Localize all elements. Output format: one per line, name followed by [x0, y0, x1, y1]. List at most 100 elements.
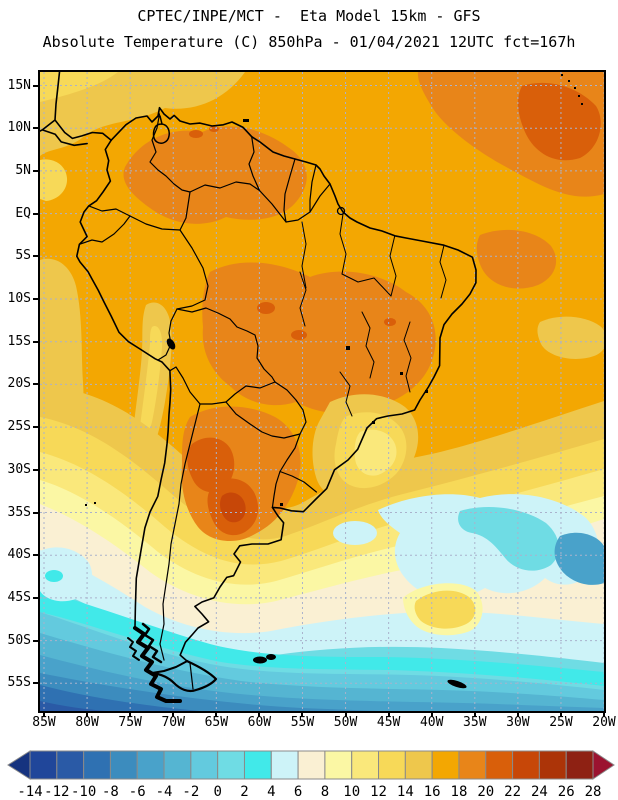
lon-label-40W: 40W: [419, 715, 444, 730]
colorbar-cell-18: [512, 750, 540, 780]
colorbar-right-arrow: [592, 750, 615, 780]
lon-label-60W: 60W: [247, 715, 272, 730]
coastline-central-america: [40, 72, 112, 147]
lat-tick: [33, 383, 38, 386]
colorbar-tick-22: 22: [504, 784, 521, 800]
colorbar-cell-13: [378, 750, 406, 780]
lat-label-45S: 45S: [7, 589, 31, 605]
lon-tick: [215, 712, 218, 717]
colorbar-tick-16: 16: [424, 784, 441, 800]
lat-tick: [33, 212, 38, 215]
colorbar-cell-20: [565, 750, 594, 780]
colorbar-cell-0: [29, 750, 58, 780]
lat-label-40S: 40S: [7, 547, 31, 563]
colorbar-tick-24: 24: [531, 784, 548, 800]
trinidad-island: [243, 119, 249, 122]
lon-label-85W: 85W: [32, 715, 56, 730]
lat-label-15N: 15N: [7, 77, 31, 93]
lat-label-55S: 55S: [7, 675, 31, 691]
colorbar-tick-28: 28: [585, 784, 602, 800]
colorbar-tick-26: 26: [558, 784, 575, 800]
colorbar-cell-1: [56, 750, 85, 780]
lon-label-65W: 65W: [204, 715, 229, 730]
colorbar-cell-2: [83, 750, 111, 780]
colorbar-cell-19: [538, 750, 567, 780]
lon-label-25W: 25W: [549, 715, 573, 730]
colorbar-cell-14: [404, 750, 433, 780]
temperature-field-map: [40, 72, 604, 711]
lon-tick: [430, 712, 433, 717]
colorbar-tick--14: -14: [17, 784, 42, 800]
lon-label-80W: 80W: [75, 715, 99, 730]
colorbar-cell-5: [163, 750, 192, 780]
falkland-islands-east: [266, 654, 276, 660]
lon-tick: [86, 712, 89, 717]
lon-tick: [559, 712, 562, 717]
lat-label-50S: 50S: [7, 632, 31, 648]
colorbar-cell-17: [485, 750, 514, 780]
country-borders: [78, 113, 331, 690]
lon-tick: [516, 712, 519, 717]
lon-label-35W: 35W: [463, 715, 487, 730]
falkland-islands: [253, 656, 267, 664]
coastline-south-america: [110, 106, 477, 662]
coastlines-borders: [40, 72, 477, 703]
lon-tick: [258, 712, 261, 717]
lat-label-10S: 10S: [7, 291, 31, 306]
temperature-colorbar: -14 -12 -10 -8 -6 -4 -2 0 2 4 6 8 10 12 14 16 18 20 22 24 26…: [7, 750, 615, 800]
lat-label-5N: 5N: [15, 162, 31, 178]
lon-tick: [129, 712, 132, 717]
lat-tick: [33, 84, 38, 87]
colorbar-cell-10: [297, 750, 326, 780]
patagonia-channels: [127, 622, 218, 703]
lon-label-50W: 50W: [333, 715, 358, 730]
lat-label-25S: 25S: [7, 419, 31, 435]
colorbar-cell-6: [190, 750, 219, 780]
colorbar-tick--2: -2: [182, 784, 199, 800]
lat-label-15S: 15S: [7, 333, 31, 349]
colorbar-tick-0: 0: [213, 784, 221, 800]
colorbar-cell-4: [136, 750, 165, 780]
colorbar-tick-18: 18: [451, 784, 468, 800]
lake-titicaca: [166, 338, 176, 350]
lat-label-10N: 10N: [7, 120, 31, 136]
lon-label-30W: 30W: [506, 715, 530, 730]
colorbar-tick--8: -8: [102, 784, 119, 800]
lon-tick: [387, 712, 390, 717]
colorbar-tick-2: 2: [240, 784, 248, 800]
map-plot-area: [38, 70, 606, 713]
lat-tick: [33, 596, 38, 599]
lon-label-55W: 55W: [290, 715, 315, 730]
map-title: CPTEC/INPE/MCT - Eta Model 15km - GFS: [137, 7, 481, 25]
colorbar-cell-3: [109, 750, 138, 780]
south-georgia-island: [447, 679, 467, 689]
colorbar-cell-9: [270, 750, 299, 780]
marajo-island: [336, 206, 346, 216]
colorbar-tick-6: 6: [294, 784, 302, 800]
lat-tick: [33, 511, 38, 514]
lat-label-30S: 30S: [7, 461, 31, 477]
colorbar-cell-7: [217, 750, 245, 780]
lon-tick: [43, 712, 45, 717]
lat-label-EQ: EQ: [15, 205, 31, 221]
map-subtitle: Absolute Temperature (C) 850hPa - 01/04/…: [42, 33, 576, 51]
lesser-antilles-dots: [561, 74, 583, 105]
colorbar-cell-8: [243, 750, 272, 780]
lon-label-45W: 45W: [376, 715, 401, 730]
colorbar-tick--4: -4: [156, 784, 173, 800]
colorbar-tick-12: 12: [370, 784, 387, 800]
lat-tick: [33, 639, 38, 642]
lat-label-35S: 35S: [7, 504, 31, 520]
lon-tick: [603, 712, 606, 717]
lat-tick: [33, 426, 38, 429]
colorbar-tick-10: 10: [343, 784, 360, 800]
colorbar-cell-16: [458, 750, 487, 780]
lake-maracaibo: [152, 115, 170, 144]
colorbar-tick-20: 20: [477, 784, 494, 800]
lat-tick: [33, 127, 38, 130]
colorbar-cell-12: [351, 750, 380, 780]
lat-tick: [33, 682, 38, 685]
temperature-shading: [40, 72, 604, 711]
lat-tick: [33, 554, 38, 557]
lat-label-20S: 20S: [7, 376, 31, 392]
